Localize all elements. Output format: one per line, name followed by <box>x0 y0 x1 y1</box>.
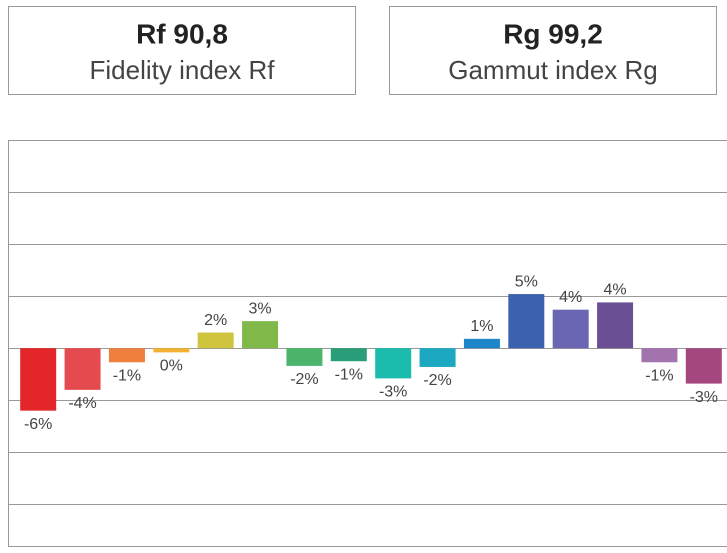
card-subtitle: Gammut index Rg <box>448 55 658 85</box>
bar-value-label: 2% <box>204 312 227 329</box>
plot-frame <box>8 140 727 547</box>
bar <box>685 348 722 384</box>
bar <box>20 348 57 411</box>
card-title: Rg 99,2 <box>503 18 603 49</box>
bar <box>508 294 545 349</box>
bar <box>375 348 412 379</box>
card <box>389 6 717 95</box>
bar <box>64 348 101 390</box>
card <box>8 6 356 95</box>
bar-value-label: -3% <box>690 389 718 406</box>
bar <box>641 348 678 363</box>
bar-value-label: -1% <box>645 367 673 384</box>
bar-value-label: 4% <box>559 289 582 306</box>
bar <box>242 321 279 349</box>
card-subtitle: Fidelity index Rf <box>90 55 276 85</box>
bar <box>463 338 500 349</box>
bar-value-label: 1% <box>470 318 493 335</box>
bar-value-label: 5% <box>515 273 538 290</box>
bar <box>419 348 456 367</box>
bar <box>286 348 323 366</box>
bar-value-label: -3% <box>379 384 407 401</box>
card-title: Rf 90,8 <box>136 18 228 49</box>
bar-value-label: -2% <box>423 372 451 389</box>
bar <box>153 348 190 353</box>
bar-value-label: -1% <box>335 366 363 383</box>
bar <box>108 348 145 363</box>
bar-value-label: 4% <box>604 282 627 299</box>
bar-value-label: 3% <box>249 300 272 317</box>
bar-value-label: -2% <box>290 371 318 388</box>
bar-value-label: 0% <box>160 358 183 375</box>
bar-value-label: -4% <box>68 395 96 412</box>
bar-value-label: -6% <box>24 416 52 433</box>
bar <box>197 332 234 349</box>
bar <box>597 302 634 349</box>
bar <box>330 348 367 362</box>
bar <box>552 309 589 349</box>
bar-value-label: -1% <box>113 367 141 384</box>
